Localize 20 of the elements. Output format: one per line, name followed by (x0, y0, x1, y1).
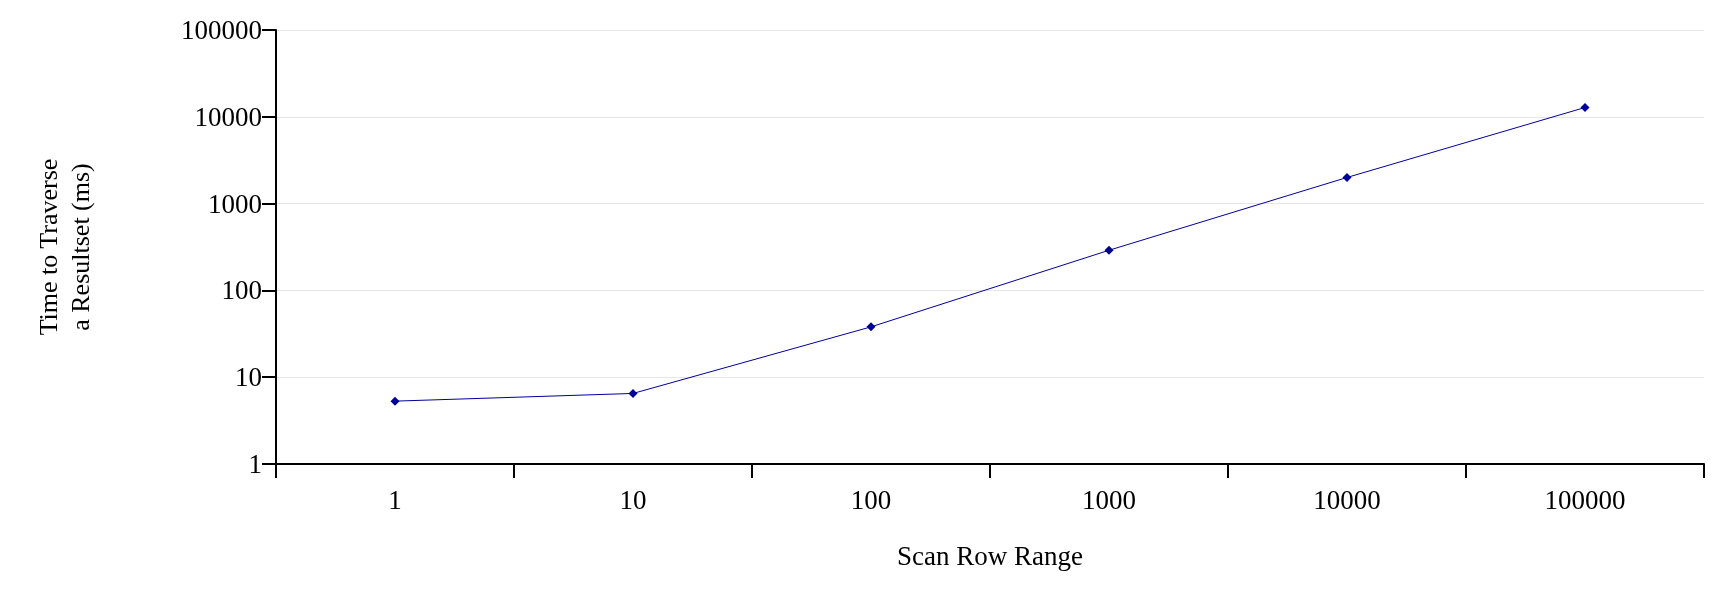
y-tick-label: 100 (221, 275, 262, 306)
point (1104, 245, 1114, 255)
y-tick-label: 1 (248, 449, 262, 479)
y-axis-title: Time to Traverse a Resultset (ms) (33, 158, 95, 336)
point (1580, 102, 1590, 112)
point (866, 322, 876, 332)
point (628, 388, 638, 398)
x-axis-title: Scan Row Range (897, 540, 1083, 571)
y-tick-label: 1000 (208, 188, 262, 219)
y-tick-label: 100000 (181, 15, 262, 45)
point (1342, 172, 1352, 182)
y-tick-label: 10000 (194, 101, 262, 132)
point (390, 396, 400, 406)
x-tick-label: 100000 (1544, 484, 1626, 515)
x-tick-label: 10000 (1313, 484, 1381, 515)
x-tick-label: 1000 (1082, 484, 1136, 515)
x-tick-label: 10 (619, 484, 647, 515)
x-tick-label: 1 (388, 484, 402, 515)
y-tick-label: 10 (235, 362, 262, 393)
x-tick-label: 100 (850, 484, 892, 515)
